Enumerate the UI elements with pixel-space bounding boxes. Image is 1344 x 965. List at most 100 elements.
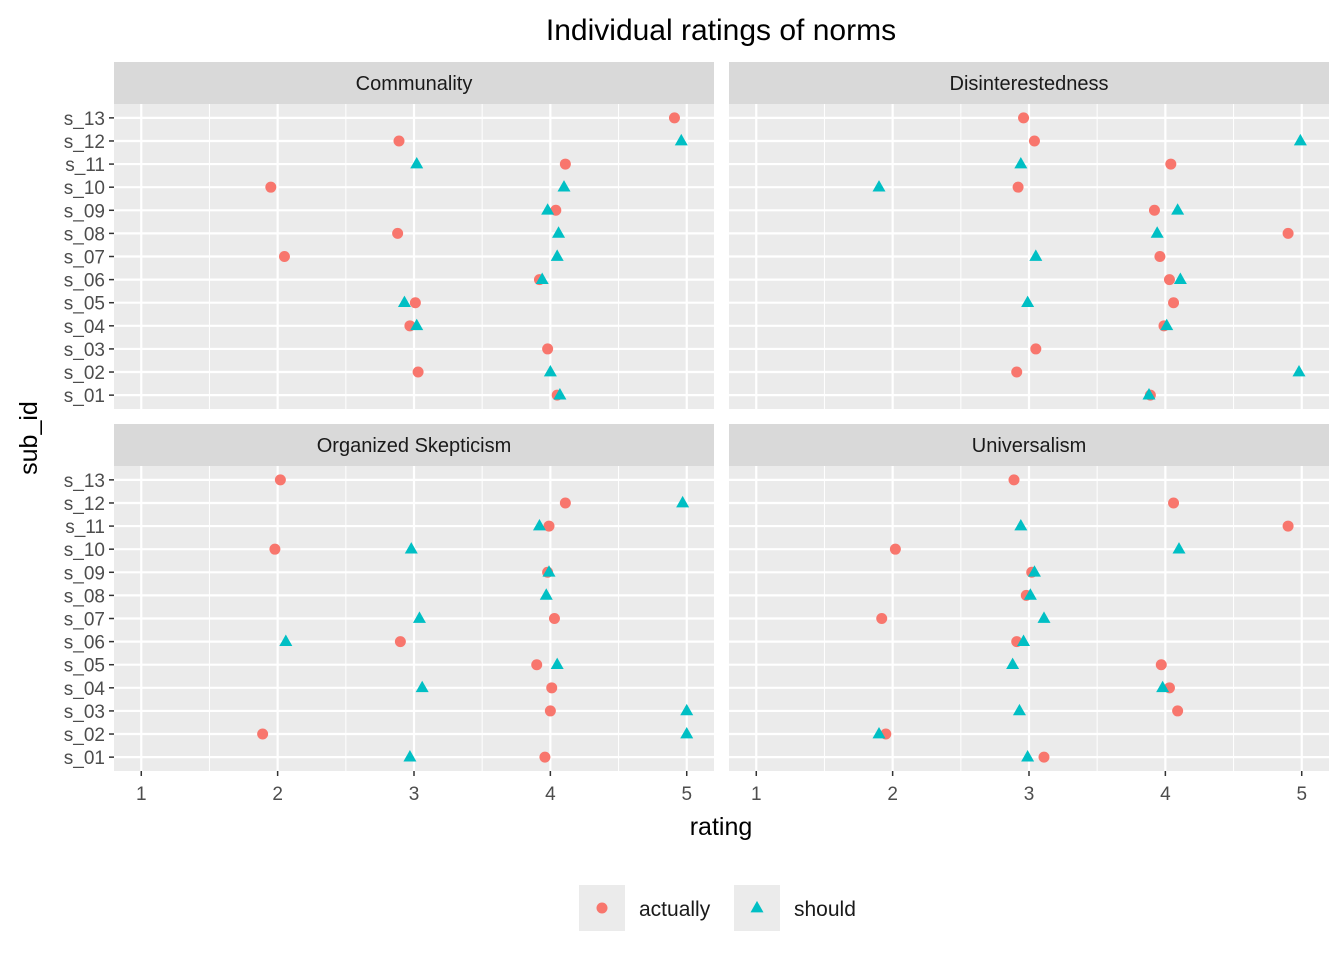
point-should-disinterestedness-s_08 xyxy=(1150,226,1164,238)
point-actually-disinterestedness-s_07 xyxy=(1154,251,1166,262)
x-tick-label: 3 xyxy=(409,784,420,805)
y-tick-label: s_09 xyxy=(64,201,105,222)
point-actually-communality-s_13 xyxy=(668,112,680,124)
point-should-communality-s_08 xyxy=(552,226,566,238)
y-tick-label: s_01 xyxy=(64,386,105,407)
x-tick-label: 2 xyxy=(272,784,283,805)
y-tick-label: s_03 xyxy=(64,702,105,723)
x-tick-label: 3 xyxy=(1024,784,1035,805)
point-should-universalism-s_07 xyxy=(1037,611,1051,623)
point-actually-disinterestedness-s_08 xyxy=(1282,227,1294,239)
point-actually-communality-s_05 xyxy=(409,297,421,309)
y-tick-label: s_08 xyxy=(64,586,105,607)
point-actually-communality-s_02 xyxy=(412,366,424,378)
point-should-organized-skepticism-s_06 xyxy=(279,634,293,646)
point-should-organized-skepticism-s_07 xyxy=(412,611,426,623)
y-tick-label: s_08 xyxy=(64,224,105,245)
point-should-disinterestedness-s_10 xyxy=(872,180,886,192)
point-should-organized-skepticism-s_12 xyxy=(676,495,690,508)
y-tick-label: s_01 xyxy=(64,748,105,769)
point-actually-organized-skepticism-s_01 xyxy=(539,751,551,763)
point-should-universalism-s_11 xyxy=(1014,518,1028,531)
chart-title: Individual ratings of norms xyxy=(546,14,896,47)
y-tick-label: s_09 xyxy=(64,563,105,584)
point-should-universalism-s_03 xyxy=(1012,703,1026,716)
y-tick-label: s_05 xyxy=(64,656,105,677)
y-tick-label: s_11 xyxy=(65,155,105,176)
facet-strip-organized-skepticism xyxy=(114,424,714,466)
point-actually-disinterestedness-s_10 xyxy=(1012,181,1024,193)
x-tick-label: 5 xyxy=(681,784,692,805)
y-tick-label: s_13 xyxy=(64,109,105,130)
point-should-universalism-s_04 xyxy=(1156,680,1170,693)
point-should-organized-skepticism-s_01 xyxy=(403,750,417,762)
facet-label-disinterestedness: Disinterestedness xyxy=(950,73,1109,95)
point-should-disinterestedness-s_09 xyxy=(1171,203,1185,215)
point-actually-organized-skepticism-s_05 xyxy=(531,659,543,671)
point-should-universalism-s_05 xyxy=(1006,657,1020,670)
point-should-universalism-s_09 xyxy=(1027,565,1041,577)
point-actually-communality-s_10 xyxy=(265,181,277,193)
point-should-communality-s_10 xyxy=(557,180,571,192)
y-tick-label: s_03 xyxy=(64,340,105,361)
point-should-organized-skepticism-s_04 xyxy=(415,680,429,693)
point-should-communality-s_07 xyxy=(550,249,564,261)
facet-label-communality: Communality xyxy=(356,73,473,95)
point-should-universalism-s_01 xyxy=(1021,750,1035,762)
point-should-communality-s_06 xyxy=(535,272,549,284)
legend-label-actually: actually xyxy=(639,898,711,921)
y-tick-label: s_10 xyxy=(64,178,105,199)
y-tick-label: s_02 xyxy=(64,725,105,746)
point-should-universalism-s_02 xyxy=(872,726,886,739)
point-should-disinterestedness-s_11 xyxy=(1014,156,1028,169)
point-should-communality-s_01 xyxy=(553,388,567,400)
point-actually-universalism-s_10 xyxy=(889,543,901,555)
legend-symbol-should xyxy=(750,900,764,913)
point-actually-universalism-s_03 xyxy=(1172,705,1184,717)
legend-label-should: should xyxy=(794,898,856,921)
legend-symbol-actually xyxy=(596,902,608,914)
point-should-communality-s_05 xyxy=(397,295,411,308)
point-actually-organized-skepticism-s_13 xyxy=(274,474,286,486)
y-tick-label: s_05 xyxy=(64,294,105,315)
y-axis-title: sub_id xyxy=(15,401,43,475)
x-tick-label: 2 xyxy=(887,784,898,805)
point-should-universalism-s_08 xyxy=(1023,588,1037,600)
point-actually-organized-skepticism-s_04 xyxy=(546,682,558,694)
x-tick-label: 4 xyxy=(545,784,556,805)
point-should-disinterestedness-s_01 xyxy=(1142,388,1156,400)
point-actually-communality-s_07 xyxy=(278,251,290,262)
facet-strip-universalism xyxy=(729,424,1329,466)
point-should-universalism-s_06 xyxy=(1017,634,1031,646)
y-tick-label: s_11 xyxy=(65,517,105,538)
y-tick-label: s_10 xyxy=(64,540,105,561)
point-actually-organized-skepticism-s_11 xyxy=(543,520,555,532)
point-actually-communality-s_11 xyxy=(559,158,571,170)
y-tick-label: s_13 xyxy=(64,471,105,492)
point-actually-organized-skepticism-s_02 xyxy=(257,728,269,740)
point-actually-organized-skepticism-s_07 xyxy=(548,613,560,624)
point-actually-organized-skepticism-s_10 xyxy=(269,543,281,555)
point-should-disinterestedness-s_12 xyxy=(1293,133,1307,146)
point-actually-universalism-s_07 xyxy=(876,613,888,624)
point-should-communality-s_02 xyxy=(543,364,557,377)
point-should-organized-skepticism-s_08 xyxy=(539,588,553,600)
point-should-disinterestedness-s_05 xyxy=(1021,295,1035,308)
point-actually-universalism-s_11 xyxy=(1282,520,1294,532)
y-tick-label: s_06 xyxy=(64,271,105,292)
point-actually-disinterestedness-s_11 xyxy=(1165,158,1177,170)
point-should-universalism-s_10 xyxy=(1172,542,1186,554)
facet-label-universalism: Universalism xyxy=(972,435,1086,457)
x-tick-label: 5 xyxy=(1296,784,1307,805)
y-tick-label: s_07 xyxy=(64,248,105,269)
point-actually-disinterestedness-s_13 xyxy=(1018,112,1030,124)
point-actually-organized-skepticism-s_06 xyxy=(394,636,406,648)
point-actually-communality-s_12 xyxy=(393,135,405,147)
point-should-disinterestedness-s_06 xyxy=(1173,272,1187,284)
y-tick-label: s_07 xyxy=(64,610,105,631)
point-should-organized-skepticism-s_09 xyxy=(542,565,556,577)
point-should-communality-s_11 xyxy=(410,156,424,169)
facet-label-organized-skepticism: Organized Skepticism xyxy=(317,435,512,457)
point-actually-disinterestedness-s_12 xyxy=(1028,135,1040,147)
